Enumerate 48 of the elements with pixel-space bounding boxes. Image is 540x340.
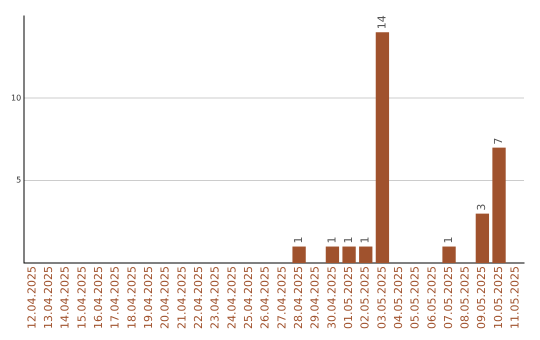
data-label: 7 [492,138,505,145]
data-label: 3 [475,204,488,211]
bar [476,214,490,264]
x-tick-label: 24.04.2025 [225,266,238,330]
x-tick-label: 14.04.2025 [58,266,72,330]
y-tick-label: 10 [10,93,22,102]
x-tick-label: 25.04.2025 [242,266,255,330]
x-tick-label: 30.04.2025 [325,266,338,330]
x-tick-label: 16.04.2025 [92,266,106,330]
x-tick-label: 02.05.2025 [358,266,372,330]
data-label: 1 [442,236,455,244]
x-tick-label: 03.05.2025 [375,266,388,330]
x-tick-label: 08.05.2025 [458,266,472,330]
x-tick-label: 18.04.2025 [125,266,138,330]
x-tick-label: 26.04.2025 [258,266,272,330]
x-tick-label: 09.05.2025 [475,266,488,330]
x-tick-label: 17.04.2025 [108,266,122,330]
data-label: 1 [292,236,305,244]
x-tick-label: 11.05.2025 [508,266,522,330]
x-tick-label: 22.04.2025 [192,266,205,330]
x-tick-label: 19.04.2025 [142,266,155,330]
bar [326,246,340,264]
bar [292,246,306,264]
y-tick-label: 5 [16,176,22,185]
bar [359,246,372,264]
x-tick-label: 27.04.2025 [275,266,288,330]
data-label: 1 [325,236,338,244]
data-label: 1 [342,236,355,244]
x-tick-label: 05.05.2025 [408,266,422,330]
x-tick-label: 23.04.2025 [208,266,222,330]
x-tick-label: 07.05.2025 [442,266,455,330]
x-tick-label: 28.04.2025 [292,266,305,330]
bar [492,148,506,264]
data-label: 1 [358,236,372,244]
x-tick-label: 13.04.2025 [42,266,56,330]
data-label: 14 [375,15,388,30]
x-tick-label: 15.04.2025 [75,266,88,330]
x-tick-label: 12.04.2025 [25,266,38,330]
x-tick-label: 06.05.2025 [425,266,438,330]
x-tick-label: 21.04.2025 [175,266,188,330]
x-tick-label: 01.05.2025 [342,266,355,330]
bar [342,246,356,264]
x-tick-label: 04.05.2025 [392,266,405,330]
x-tick-label: 20.04.2025 [158,266,172,330]
x-tick-label: 29.04.2025 [308,266,322,330]
bar [442,246,456,264]
x-tick-label: 10.05.2025 [492,266,505,330]
bar [376,32,390,264]
